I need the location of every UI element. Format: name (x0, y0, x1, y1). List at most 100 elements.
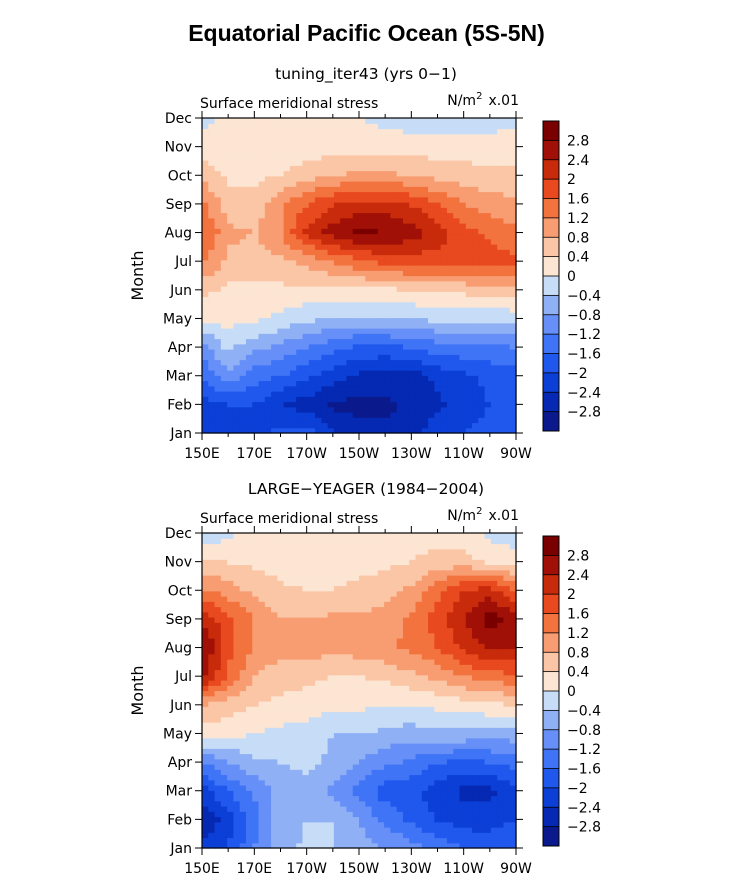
contour-cell (478, 364, 486, 371)
contour-cell (390, 301, 398, 308)
contour-cell (308, 343, 316, 350)
contour-cell (497, 842, 505, 849)
contour-cell (428, 711, 435, 718)
contour-cell (208, 154, 216, 161)
contour-cell (271, 790, 278, 797)
contour-cell (472, 333, 479, 340)
contour-cell (440, 343, 448, 350)
contour-cell (258, 417, 266, 424)
contour-cell (472, 312, 479, 319)
contour-cell (340, 701, 348, 707)
contour-cell (428, 727, 435, 734)
contour-cell (409, 391, 417, 397)
contour-cell (384, 123, 391, 130)
contour-cell (340, 412, 348, 418)
contour-cell (371, 333, 379, 340)
contour-cell (509, 706, 517, 713)
contour-cell (214, 228, 222, 235)
contour-cell (315, 811, 322, 818)
contour-cell (333, 816, 341, 823)
contour-cell (478, 301, 486, 308)
contour-cell (490, 359, 498, 366)
contour-cell (239, 800, 247, 807)
contour-cell (428, 233, 435, 240)
contour-cell (359, 202, 366, 208)
contour-cell (396, 774, 404, 781)
contour-cell (384, 359, 391, 366)
contour-cell (402, 779, 410, 786)
contour-cell (371, 753, 379, 760)
contour-cell (478, 202, 486, 208)
contour-cell (390, 737, 398, 744)
contour-cell (308, 837, 316, 844)
contour-cell (359, 123, 366, 130)
contour-cell (465, 244, 473, 250)
contour-cell (377, 769, 385, 776)
contour-cell (214, 223, 222, 229)
contour-cell (252, 790, 260, 797)
contour-cell (202, 370, 209, 376)
contour-cell (239, 422, 247, 429)
contour-cell (233, 186, 241, 193)
contour-cell (296, 254, 304, 261)
contour-cell (440, 680, 448, 686)
contour-cell (434, 139, 442, 145)
contour-cell (289, 123, 297, 130)
contour-cell (202, 254, 209, 261)
contour-cell (440, 659, 448, 665)
contour-cell (264, 732, 272, 739)
contour-cell (245, 769, 253, 776)
contour-cell (465, 123, 473, 130)
contour-cell (233, 349, 241, 355)
contour-cell (497, 779, 505, 786)
contour-cell (490, 821, 498, 828)
contour-cell (497, 286, 505, 292)
contour-cell (365, 427, 373, 434)
contour-cell (277, 659, 285, 665)
contour-cell (315, 160, 322, 166)
contour-cell (459, 133, 467, 140)
contour-cell (503, 270, 511, 277)
contour-cell (327, 202, 335, 208)
contour-cell (327, 690, 335, 697)
contour-cell (264, 427, 272, 434)
contour-cell (434, 228, 442, 235)
contour-cell (484, 816, 492, 823)
contour-cell (220, 265, 228, 271)
contour-cell (497, 170, 505, 177)
contour-cell (302, 338, 310, 345)
contour-cell (402, 669, 410, 676)
contour-cell (453, 758, 461, 765)
contour-cell (428, 270, 435, 277)
contour-cell (497, 811, 505, 818)
contour-cell (396, 412, 404, 418)
contour-cell (315, 380, 322, 387)
contour-cell (459, 401, 467, 408)
contour-cell (264, 317, 272, 324)
contour-cell (459, 307, 467, 313)
contour-cell (327, 785, 335, 791)
contour-cell (340, 144, 348, 151)
contour-cell (333, 422, 341, 429)
contour-cell (465, 149, 473, 156)
contour-cell (440, 160, 448, 166)
contour-cell (509, 795, 517, 802)
contour-cell (396, 764, 404, 770)
contour-cell (227, 716, 234, 723)
contour-cell (472, 186, 479, 193)
contour-cell (315, 743, 322, 749)
contour-cell (321, 737, 329, 744)
contour-cell (271, 238, 278, 245)
contour-cell (497, 249, 505, 256)
contour-cell (302, 154, 310, 161)
contour-cell (402, 396, 410, 403)
contour-cell (421, 181, 429, 187)
contour-cell (409, 370, 417, 376)
contour-cell (390, 764, 398, 770)
contour-cell (315, 412, 322, 418)
contour-cell (283, 254, 291, 261)
contour-cell (384, 680, 391, 686)
contour-cell (396, 711, 404, 718)
contour-cell (428, 401, 435, 408)
contour-cell (277, 779, 285, 786)
